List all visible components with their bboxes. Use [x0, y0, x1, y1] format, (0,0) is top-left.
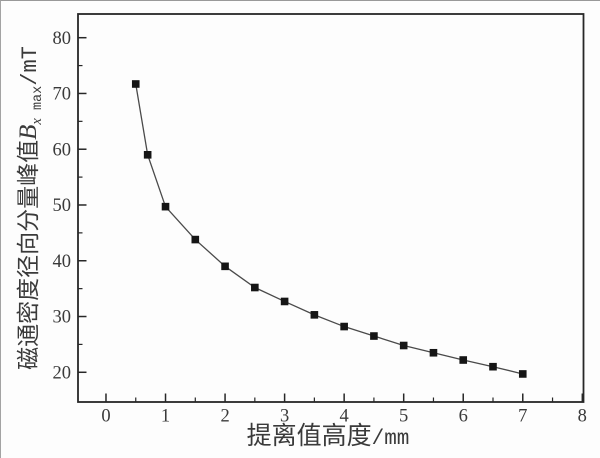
y-tick-label: 30 — [53, 308, 72, 328]
x-tick-label: 0 — [101, 407, 110, 427]
tick-labels: 0 1 2 3 4 5 6 7 8 20 30 40 50 60 70 80 — [53, 29, 587, 427]
x-tick-label: 7 — [518, 407, 527, 427]
x-tick-label: 5 — [399, 407, 408, 427]
data-point — [161, 202, 170, 211]
x-tick-label: 6 — [459, 407, 468, 427]
data-point — [310, 311, 319, 319]
data-point — [518, 370, 527, 378]
data-point — [340, 322, 348, 331]
data-point — [370, 332, 378, 340]
data-point — [429, 348, 438, 357]
y-tick-label: 80 — [53, 29, 72, 49]
data-point — [131, 80, 140, 88]
series-line — [135, 83, 523, 375]
y-tick-label: 20 — [53, 363, 72, 383]
y-tick-label: 60 — [53, 140, 72, 160]
y-tick-label: 70 — [53, 85, 72, 105]
data-series — [131, 80, 527, 378]
plot-frame — [77, 13, 585, 403]
x-tick-label: 1 — [161, 407, 170, 427]
x-tick-label: 4 — [340, 407, 349, 427]
data-point — [191, 235, 200, 244]
data-point — [143, 151, 152, 159]
data-point — [221, 262, 229, 271]
data-point — [459, 356, 468, 364]
data-point — [251, 283, 259, 292]
y-tick-label: 50 — [53, 196, 72, 216]
axis-titles: 提离值高度/mm 磁通密度径向分量峰值Bx max/mT — [15, 46, 409, 451]
data-point — [280, 297, 289, 306]
y-tick-label: 40 — [53, 252, 72, 272]
x-tick-label: 3 — [280, 407, 289, 427]
x-tick-label: 2 — [220, 407, 229, 427]
x-axis-title: 提离值高度/mm — [247, 422, 410, 451]
data-point — [399, 341, 408, 350]
data-point — [489, 362, 497, 371]
x-tick-label: 8 — [578, 407, 587, 427]
y-axis-title: 磁通密度径向分量峰值Bx max/mT — [15, 46, 46, 370]
plot-border — [77, 13, 585, 403]
axis-ticks — [78, 36, 584, 402]
